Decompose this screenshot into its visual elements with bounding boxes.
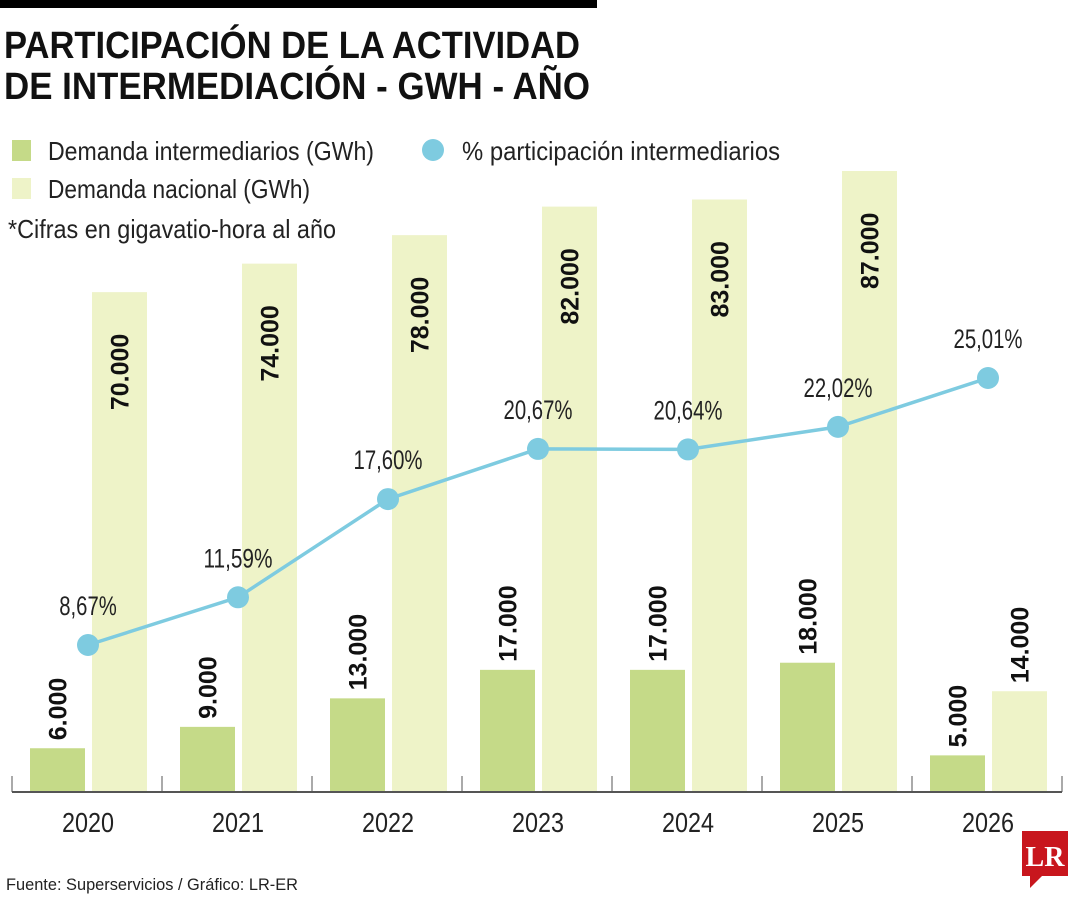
legend-label-nacional: Demanda nacional (GWh) xyxy=(48,174,310,204)
point-label-2020: 8,67% xyxy=(59,591,117,621)
bar-intermediarios-2023 xyxy=(480,669,535,791)
bar-label-intermediarios-2024: 17.000 xyxy=(645,585,673,661)
bar-label-intermediarios-2022: 13.000 xyxy=(345,614,373,690)
source-note: Fuente: Superservicios / Gráfico: LR-ER xyxy=(6,875,298,894)
chart-title-line1: PARTICIPACIÓN DE LA ACTIVIDAD xyxy=(4,23,580,67)
point-participacion-2025 xyxy=(827,415,849,438)
bar-label-nacional-2020: 70.000 xyxy=(107,334,135,410)
point-label-2023: 20,67% xyxy=(504,395,573,425)
bar-label-nacional-2025: 87.000 xyxy=(857,213,885,289)
bar-intermediarios-2020 xyxy=(30,748,85,791)
bar-label-nacional-2023: 82.000 xyxy=(557,248,585,324)
x-tick-label-2021: 2021 xyxy=(212,807,264,838)
bar-intermediarios-2022 xyxy=(330,698,385,791)
bar-nacional-2021 xyxy=(242,263,297,791)
bar-label-nacional-2022: 78.000 xyxy=(407,277,435,353)
top-rule xyxy=(0,0,597,8)
bar-intermediarios-2025 xyxy=(780,662,835,791)
lr-logo: LR xyxy=(1022,831,1068,888)
bar-nacional-2023 xyxy=(542,206,597,791)
bar-label-intermediarios-2021: 9.000 xyxy=(195,656,223,719)
point-label-2021: 11,59% xyxy=(204,543,273,573)
bar-intermediarios-2021 xyxy=(180,726,235,791)
bar-label-intermediarios-2025: 18.000 xyxy=(795,578,823,654)
legend-swatch-nacional xyxy=(12,178,31,199)
point-label-2026: 25,01% xyxy=(954,324,1023,354)
point-label-2022: 17,60% xyxy=(354,445,423,475)
legend-label-participacion: % participación intermediarios xyxy=(462,136,780,166)
bar-label-intermediarios-2026: 5.000 xyxy=(945,685,973,748)
svg-text:LR: LR xyxy=(1026,842,1066,873)
bar-nacional-2026 xyxy=(992,691,1047,791)
bar-nacional-2022 xyxy=(392,235,447,791)
point-participacion-2020 xyxy=(77,634,99,656)
bar-intermediarios-2026 xyxy=(930,755,985,791)
x-tick-label-2020: 2020 xyxy=(62,807,114,838)
point-label-2025: 22,02% xyxy=(804,373,873,403)
x-tick-label-2025: 2025 xyxy=(812,807,864,838)
legend-label-intermediarios: Demanda intermediarios (GWh) xyxy=(48,136,374,166)
point-participacion-2021 xyxy=(227,586,249,609)
x-tick-label-2026: 2026 xyxy=(962,807,1014,838)
x-tick-label-2022: 2022 xyxy=(362,807,414,838)
point-label-2024: 20,64% xyxy=(654,395,723,425)
point-participacion-2024 xyxy=(677,438,699,461)
bar-nacional-2025 xyxy=(842,171,897,791)
bar-intermediarios-2024 xyxy=(630,669,685,791)
bar-label-nacional-2024: 83.000 xyxy=(707,241,735,317)
x-tick-label-2024: 2024 xyxy=(662,807,714,838)
legend-swatch-intermediarios xyxy=(12,140,31,161)
point-participacion-2022 xyxy=(377,488,399,511)
x-tick-label-2023: 2023 xyxy=(512,807,564,838)
bar-nacional-2020 xyxy=(92,292,147,791)
bar-label-nacional-2026: 14.000 xyxy=(1007,607,1035,683)
bar-label-intermediarios-2023: 17.000 xyxy=(495,585,523,661)
point-participacion-2023 xyxy=(527,437,549,460)
bar-nacional-2024 xyxy=(692,199,747,792)
point-participacion-2026 xyxy=(977,367,999,390)
chart-title-line2: DE INTERMEDIACIÓN - GWH - AÑO xyxy=(4,64,590,108)
bar-label-nacional-2021: 74.000 xyxy=(257,305,285,381)
chart-note: *Cifras en gigavatio-hora al año xyxy=(8,214,336,244)
bar-label-intermediarios-2020: 6.000 xyxy=(45,678,73,741)
legend-marker-participacion xyxy=(422,139,444,161)
